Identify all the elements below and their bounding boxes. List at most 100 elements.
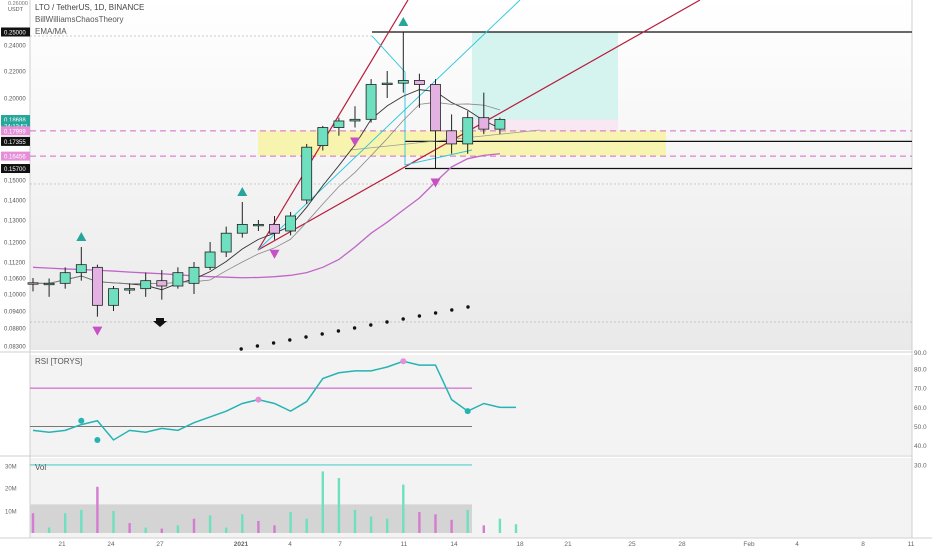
price-badge-label: 0.15700 [4,167,26,173]
price-tick-label: 0.10000 [4,293,26,299]
price-tick-label: 0.22000 [4,70,26,76]
price-badge [1,27,30,37]
volume-bar [337,478,341,533]
price-badge [1,126,30,136]
time-tick-label: 25 [628,541,636,548]
price-tick-label: 0.09400 [4,310,26,316]
price-badge-label: 0.17999 [4,129,26,135]
trend-line [257,0,409,251]
volume-bar [225,527,228,533]
up-fractal-marker [237,187,248,196]
target-zone [472,32,618,120]
volume-bar [353,509,357,533]
time-tick-label: 24 [107,541,115,548]
price-badge [1,115,30,125]
indicator-label-ema: EMA/MA [35,27,67,36]
time-tick-label: 21 [564,541,572,548]
volume-bar [305,518,308,533]
time-tick-label: 27 [156,541,164,548]
volume-bar [498,518,502,533]
trend-dot [433,311,438,315]
rsi-tick-label: 80.0 [914,366,927,373]
price-tick-label: 0.11200 [4,261,26,267]
volume-bar [418,512,421,533]
candle-body [285,215,297,232]
candle-body [108,288,119,306]
rsi-tick-label: 40.0 [914,443,927,450]
volume-bar [160,528,163,533]
trend-dot [239,347,243,351]
trend-dot [304,335,308,339]
volume-bar [450,519,453,533]
trend-dot [288,338,292,342]
volume-bar [369,516,373,533]
rsi-tick-label: 30.0 [914,462,927,469]
price-top-partial: 0.26000 [8,1,28,7]
volume-bar [482,525,485,533]
rsi-marker [400,358,407,365]
time-tick-label: 21 [58,541,66,548]
candle-body [397,80,409,84]
time-tick-label: 18 [516,541,524,548]
time-tick-label: 7 [338,541,342,548]
candle-body [478,117,490,130]
price-tick-label: 0.10600 [4,277,26,283]
time-tick-label: 11 [908,541,915,548]
candle-body [204,251,216,268]
trend-dot [271,341,276,345]
trend-dot [450,308,454,312]
volume-bar [208,515,212,533]
chart-title: LTO / TetherUS, 1D, BINANCE [35,3,144,12]
volume-bar [289,512,292,533]
down-fractal-marker [430,178,441,188]
candle-body [446,130,458,145]
volume-bar [112,511,115,533]
volume-bar [64,513,67,533]
volume-bar [434,514,437,533]
candle-body [269,223,280,234]
price-tick-label: 0.14000 [4,199,26,205]
down-fractal-marker [269,249,280,259]
candle-body [188,266,200,284]
volume-bar [96,486,99,533]
volume-bar [241,514,244,533]
volume-ma-band [30,504,472,533]
trend-dot [369,323,373,327]
price-badge-label: 0.25000 [4,31,26,37]
price-badge-label: 0.17355 [4,140,26,146]
down-fractal-marker [92,326,103,336]
candle-body [333,120,345,128]
up-fractal-marker [398,17,409,26]
rsi-marker [94,436,101,443]
candle-body [430,84,441,132]
candle-body [462,117,474,145]
currency-badge: USDT [8,7,24,13]
time-tick-label: 11 [401,541,408,548]
trend-dot [417,314,422,318]
price-tick-label: 0.13000 [4,219,26,225]
projection-line [349,129,541,151]
volume-bar [514,524,518,533]
candle-body [252,223,264,227]
price-tick-label: 0.08800 [4,327,26,333]
volume-bar [176,525,180,533]
candle-body [172,272,184,287]
volume-bar [257,520,260,533]
time-tick-label: 8 [861,541,865,548]
rsi-title: RSI [TORYS] [35,357,82,366]
volume-bar [80,509,83,533]
candle-body [236,223,248,234]
rsi-marker [255,396,262,403]
time-tick-label: 4 [288,541,292,548]
candle-body [365,84,377,120]
candle-body [220,232,232,253]
rsi-line [32,360,516,441]
volume-bar [402,484,405,533]
volume-tick-label: 20M [5,487,17,493]
time-tick-label: 2021 [234,541,249,548]
time-tick-label: 28 [678,541,686,548]
price-badge [1,151,30,161]
trend-dot [255,344,260,348]
candle-body [301,146,313,201]
